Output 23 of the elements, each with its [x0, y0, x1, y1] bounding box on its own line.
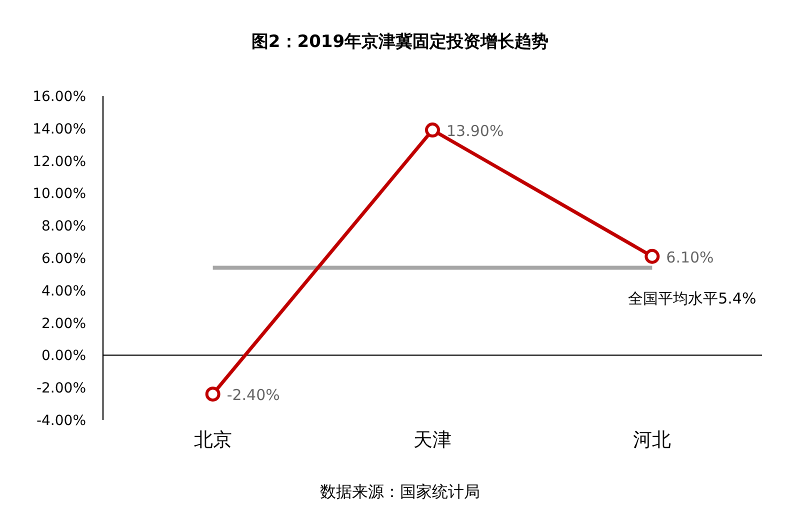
y-tick-label: 14.00%: [32, 121, 86, 138]
point: [644, 248, 660, 264]
y-tick-label: 2.00%: [42, 316, 86, 332]
point: [205, 386, 220, 402]
data-label: 13.90%: [446, 122, 504, 140]
y-tick-label: -2.00%: [36, 380, 86, 397]
ref-line-label: 全国平均水平5.4%: [628, 290, 756, 308]
y-tick-label: 8.00%: [42, 218, 86, 235]
y-tick-label: 4.00%: [42, 283, 86, 300]
point: [425, 122, 440, 138]
y-tick-label: -4.00%: [36, 413, 86, 429]
x-tick-label: 天津: [414, 429, 452, 451]
y-tick-label: 0.00%: [42, 348, 86, 364]
y-tick-label: 10.00%: [32, 186, 86, 202]
source-note: 数据来源：国家统计局: [320, 482, 480, 501]
chart-title: 图2：2019年京津冀固定投资增长趋势: [251, 32, 549, 52]
x-tick-label: 北京: [194, 429, 232, 451]
y-tick-label: 12.00%: [32, 154, 86, 170]
x-tick-label: 河北: [633, 429, 672, 451]
data-label: 6.10%: [666, 248, 714, 266]
y-tick-label: 16.00%: [32, 89, 86, 105]
y-tick-label: 6.00%: [42, 251, 86, 267]
data-label: -2.40%: [226, 386, 280, 404]
